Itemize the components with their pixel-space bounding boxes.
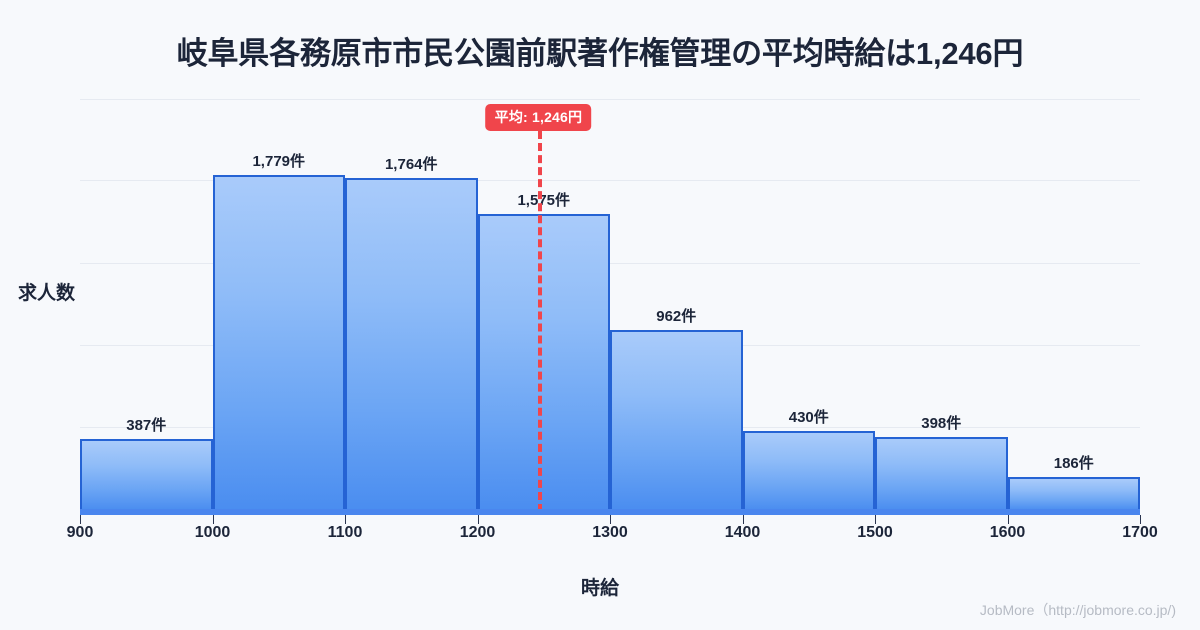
bar [212, 174, 345, 512]
average-line-marker [538, 131, 543, 512]
x-axis-tick [345, 515, 346, 524]
x-axis-tick-label: 1000 [194, 524, 231, 541]
bar [875, 436, 1008, 512]
y-axis-title: 求人数 [18, 283, 76, 304]
x-axis-line [80, 509, 1140, 515]
bar [80, 438, 213, 512]
x-axis-tick-label: 1300 [592, 524, 628, 541]
x-axis-tick-label: 1700 [1122, 524, 1158, 541]
x-axis-tick-label: 1400 [724, 524, 761, 541]
page-title: 岐阜県各務原市市民公園前駅著作権管理の平均時給は1,246円 [176, 36, 1024, 71]
bar-value-label: 186件 [1053, 454, 1094, 472]
x-axis-tick [212, 515, 214, 524]
x-axis-tick [742, 515, 744, 524]
bar-value-label: 1,575件 [517, 191, 571, 209]
bar [1007, 476, 1140, 512]
gridline [80, 263, 1140, 264]
average-badge: 平均: 1,246円 [485, 104, 592, 131]
bar-value-label: 398件 [921, 414, 962, 432]
x-axis-tick [610, 515, 611, 524]
x-axis-tick [477, 515, 479, 524]
x-axis-tick-label: 1100 [327, 524, 363, 541]
x-axis-tick [1007, 515, 1009, 524]
footer-credit: JobMore（http://jobmore.co.jp/) [979, 602, 1176, 618]
x-axis-tick-label: 900 [66, 524, 94, 541]
x-axis-title: 時給 [580, 578, 619, 599]
x-axis-tick-label: 1200 [459, 524, 496, 541]
bar [742, 430, 875, 512]
bar [477, 213, 610, 512]
bar-value-label: 387件 [126, 416, 167, 434]
gridline [80, 99, 1140, 100]
bar-value-label: 1,764件 [384, 155, 438, 173]
bar-value-label: 962件 [656, 307, 697, 325]
bar-value-label: 1,779件 [252, 152, 306, 170]
gridline [80, 180, 1140, 181]
x-axis-tick-label: 1600 [989, 524, 1026, 541]
x-axis-tick [875, 515, 876, 524]
bar [345, 177, 478, 512]
x-axis-tick [80, 515, 81, 524]
bar [610, 329, 743, 512]
bar-value-label: 430件 [788, 408, 829, 426]
x-axis-tick-label: 1500 [857, 524, 893, 541]
x-axis-tick [1140, 515, 1141, 524]
